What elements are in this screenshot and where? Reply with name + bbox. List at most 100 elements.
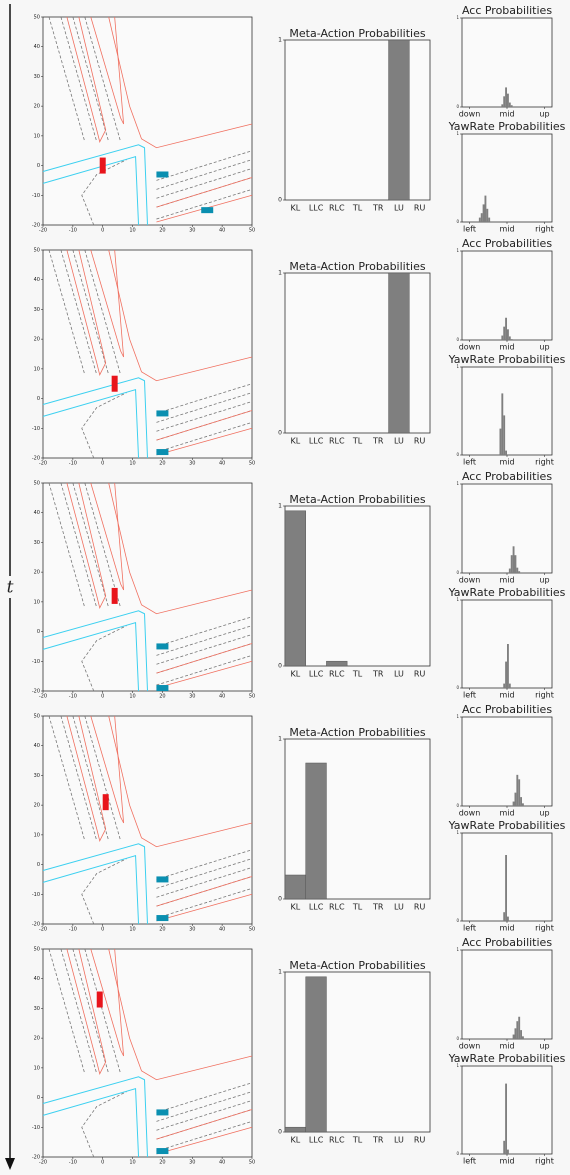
y-tick-label: 0 (456, 452, 459, 457)
y-tick-label: 0 (456, 337, 459, 342)
x-tick-label: mid (499, 924, 514, 933)
hist-bar (512, 546, 515, 573)
time-label: t (7, 578, 14, 598)
hist-bar (505, 450, 507, 455)
x-tick-label: up (539, 576, 549, 585)
plot-area (284, 505, 431, 667)
y-tick-label: -20 (32, 223, 40, 229)
bar (305, 762, 327, 900)
x-tick-label: right (535, 924, 554, 933)
y-tick-label: 10 (34, 366, 40, 372)
x-tick-label: 20 (159, 694, 165, 700)
hist-bar (518, 779, 521, 806)
y-tick-label: 0 (37, 163, 40, 169)
hist-bar (484, 195, 487, 222)
hist-bar (501, 104, 504, 107)
plot-area (42, 249, 253, 459)
vehicle (156, 876, 169, 883)
plot-area (42, 16, 253, 226)
road-line (48, 715, 86, 841)
road-line (156, 188, 253, 220)
x-tick-label: RLC (329, 670, 345, 679)
x-tick-label: 30 (189, 1160, 195, 1166)
y-tick-label: 20 (34, 570, 40, 576)
bar (284, 510, 306, 667)
y-tick-label: 1 (456, 830, 459, 835)
x-tick-label: RU (414, 670, 426, 679)
road-line (156, 867, 253, 898)
x-tick-label: -10 (69, 694, 77, 700)
road-line (42, 1088, 140, 1158)
vehicle (156, 410, 169, 417)
road-line (90, 715, 125, 824)
hist-bar (488, 217, 491, 222)
chart-title: YawRate Probabilities (448, 1052, 566, 1065)
x-tick-label: LLC (309, 670, 324, 679)
hist-bar (507, 93, 509, 107)
hist-bar (510, 555, 513, 573)
y-tick-label: 40 (34, 510, 40, 516)
road-line (60, 249, 98, 375)
road-line (81, 625, 127, 692)
x-tick-label: 50 (249, 694, 255, 700)
road-line (90, 482, 125, 591)
x-tick-label: 30 (189, 461, 195, 467)
road-line (108, 715, 253, 848)
x-tick-label: KL (291, 670, 301, 679)
x-tick-label: up (539, 1042, 549, 1051)
x-tick-label: RLC (329, 437, 345, 446)
vehicle (156, 449, 169, 456)
hist-bar (520, 797, 522, 806)
ego-vehicle (111, 375, 118, 392)
x-tick-label: down (459, 1042, 481, 1051)
x-tick-label: -10 (69, 228, 77, 234)
road-line (156, 401, 253, 432)
road-line (42, 144, 148, 226)
road-line (156, 654, 253, 686)
road-line (48, 249, 86, 375)
x-tick-label: mid (499, 1157, 514, 1166)
y-tick-label: 1 (278, 37, 282, 44)
x-tick-label: 0 (101, 461, 104, 467)
x-tick-label: -10 (69, 1160, 77, 1166)
y-tick-label: 0 (456, 570, 459, 575)
road-line (90, 948, 125, 1057)
road-line (156, 1082, 253, 1113)
chart-title: Acc Probabilities (462, 703, 552, 716)
road-line (156, 887, 253, 919)
hist-bar (505, 855, 507, 921)
y-tick-label: -20 (32, 689, 40, 695)
chart-title: YawRate Probabilities (448, 819, 566, 832)
road-line (48, 16, 86, 142)
road-line (156, 876, 253, 907)
hist-bar (505, 1083, 507, 1154)
x-tick-label: left (463, 225, 476, 234)
hist-bar (503, 96, 506, 107)
bar (326, 660, 348, 667)
y-tick-label: 30 (34, 773, 40, 779)
x-tick-label: up (539, 343, 549, 352)
hist-bar (503, 415, 506, 455)
x-tick-label: down (459, 809, 481, 818)
road-line (108, 16, 253, 149)
road-line (156, 392, 253, 423)
x-tick-label: 10 (129, 927, 135, 933)
road-line (72, 715, 110, 841)
hist-bar (503, 683, 506, 688)
x-tick-label: 40 (219, 461, 225, 467)
road-line (156, 1091, 253, 1122)
x-tick-label: KL (291, 204, 301, 213)
y-tick-label: -10 (32, 659, 40, 665)
x-tick-label: TR (372, 1136, 384, 1145)
road-line (156, 858, 253, 889)
hist-bar (507, 1149, 509, 1154)
x-tick-label: LU (394, 437, 404, 446)
x-tick-label: 10 (129, 461, 135, 467)
y-tick-label: 0 (37, 862, 40, 868)
x-tick-label: LLC (309, 204, 324, 213)
road-line (72, 249, 110, 375)
x-tick-label: -10 (69, 461, 77, 467)
x-tick-label: RU (414, 903, 426, 912)
road-line (66, 249, 107, 376)
vehicle (156, 643, 169, 650)
